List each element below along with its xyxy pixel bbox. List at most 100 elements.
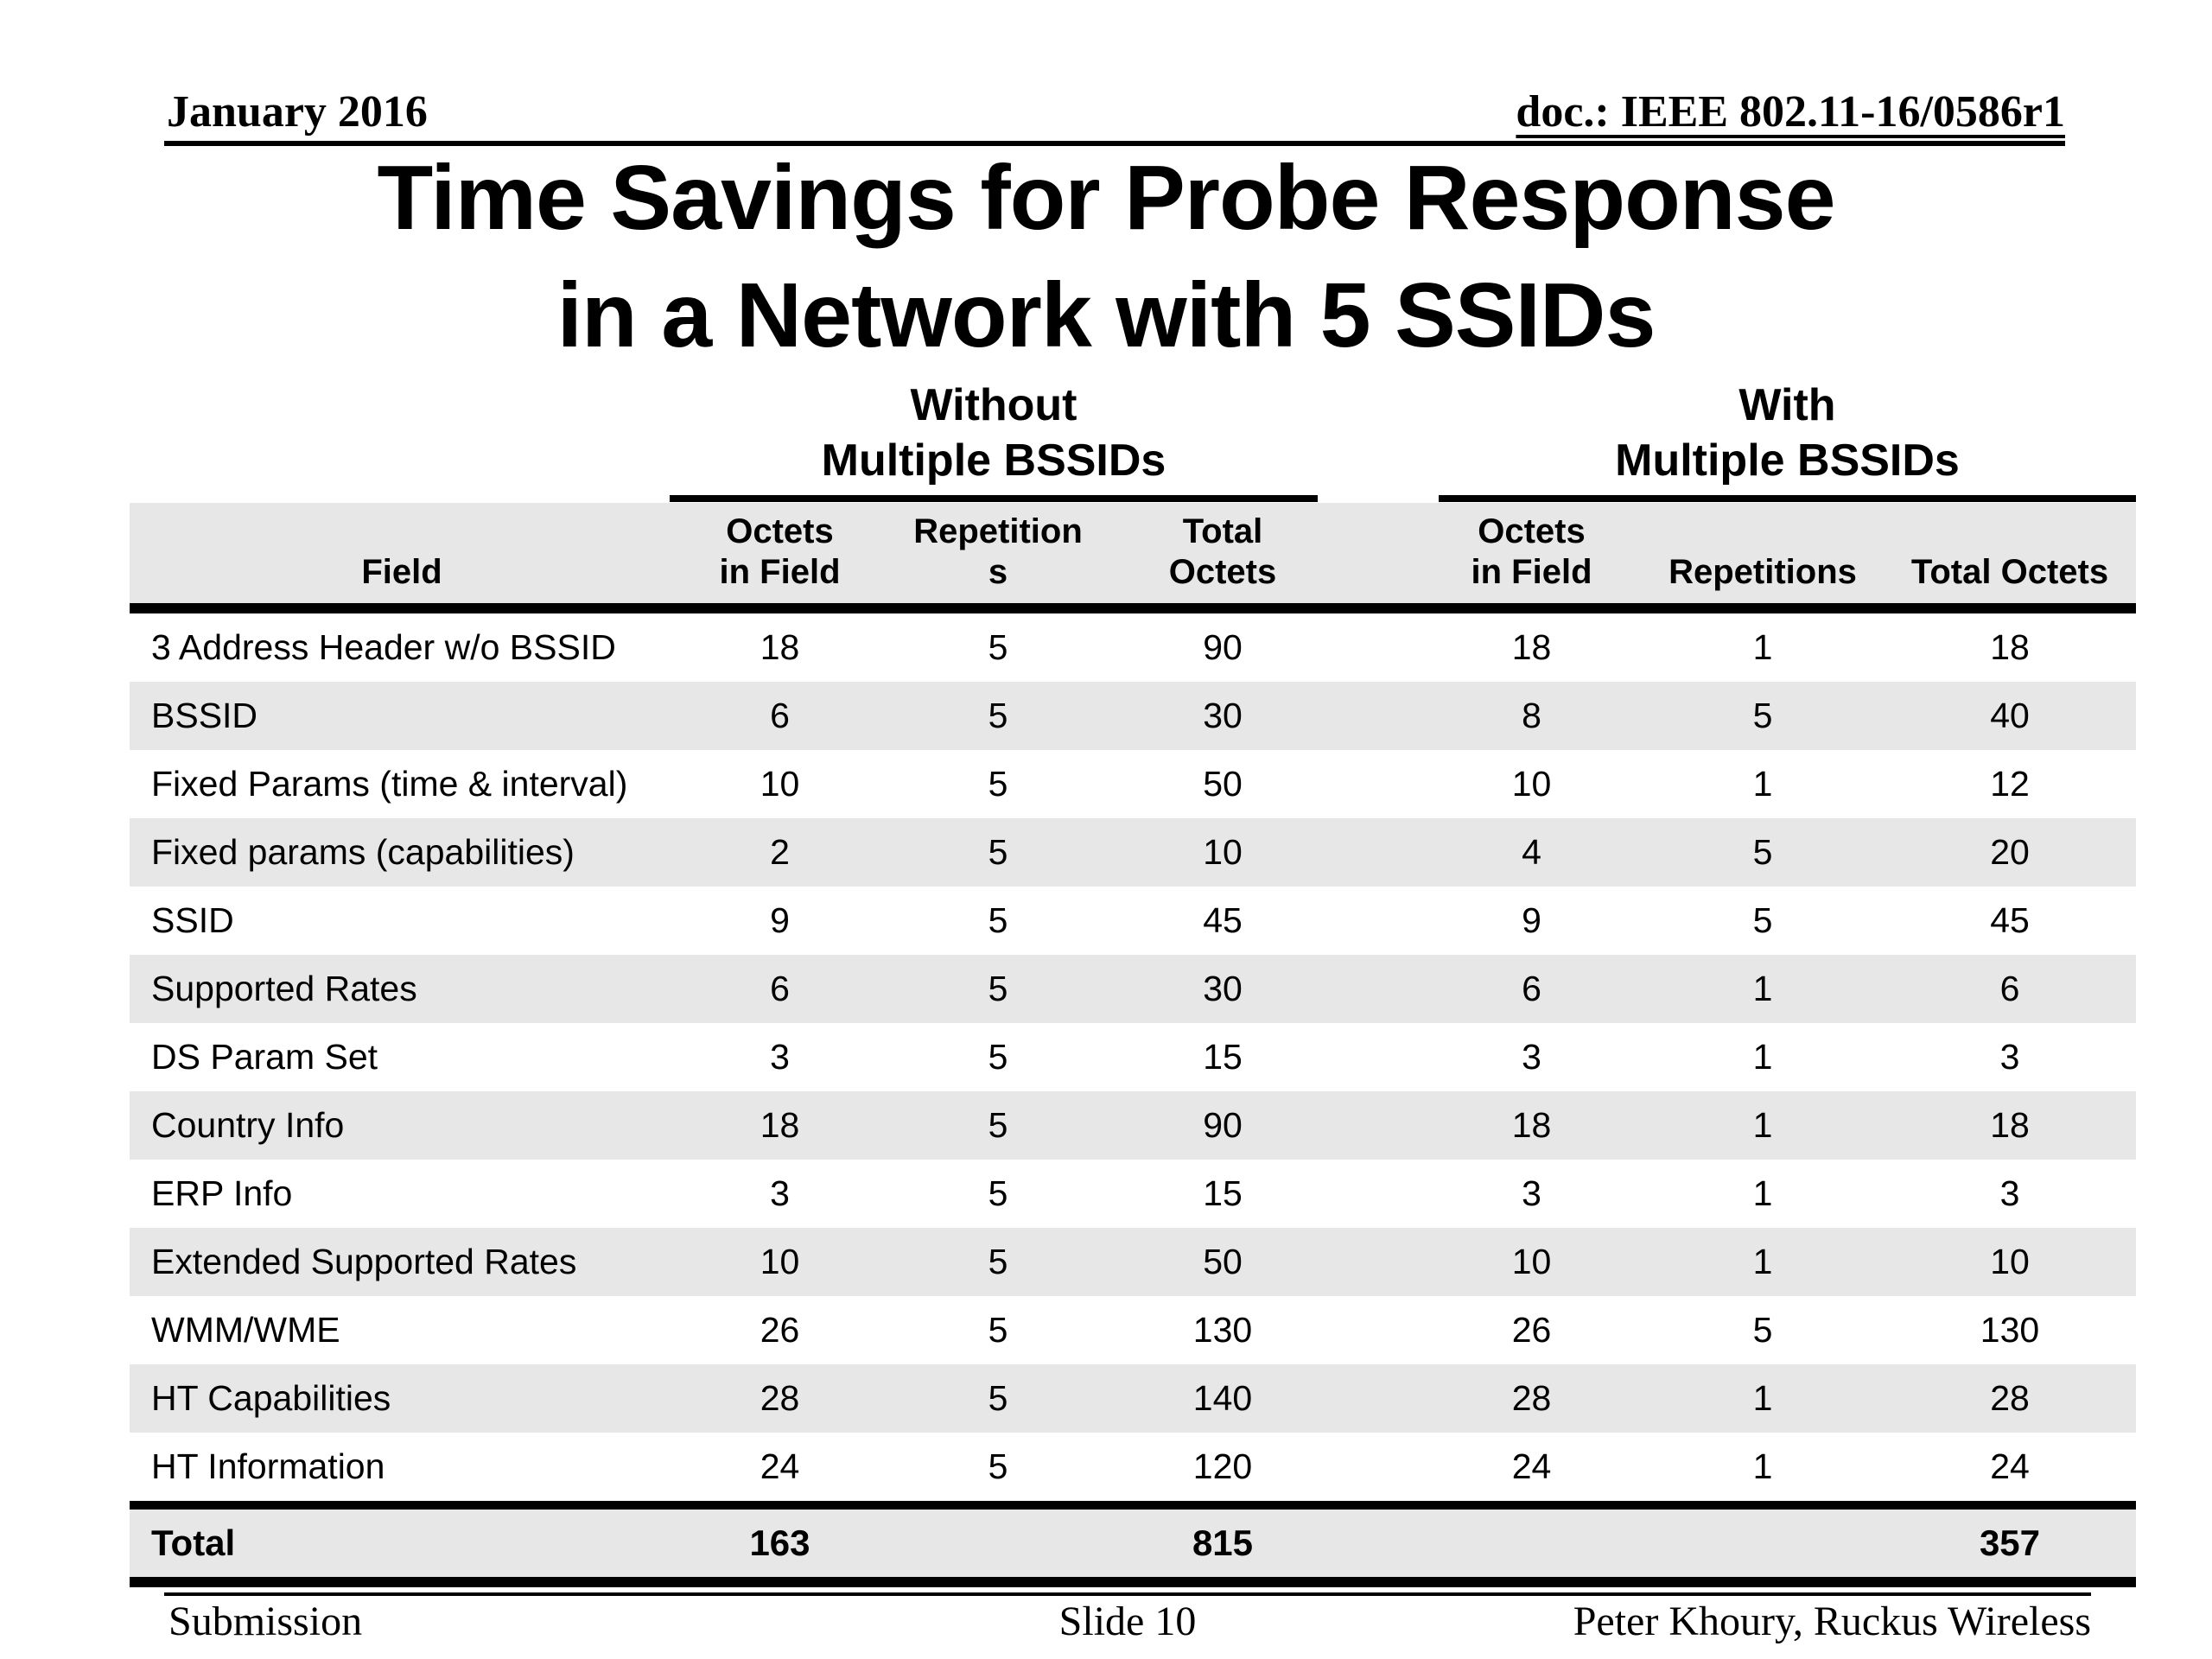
table-row: HT Information 24 5 120 24 1 24 bbox=[130, 1433, 2136, 1501]
with-total-cell: 3 bbox=[1999, 1037, 2020, 1077]
with-octets-cell: 3 bbox=[1522, 1173, 1541, 1213]
column-header-with-octets: Octets in Field bbox=[1471, 512, 1592, 591]
without-total-cell: 130 bbox=[1192, 1310, 1253, 1350]
footer-submission: Submission bbox=[168, 1599, 363, 1644]
group-header-without: Without Multiple BSSIDs bbox=[670, 378, 1318, 488]
with-octets-cell: 18 bbox=[1511, 627, 1552, 667]
table-row: HT Capabilities 28 5 140 28 1 28 bbox=[130, 1364, 2136, 1433]
with-octets-cell: 24 bbox=[1511, 1446, 1552, 1486]
column-header-without-repetitions: Repetition s bbox=[913, 512, 1083, 591]
without-repetitions-cell: 5 bbox=[988, 1105, 1008, 1145]
field-cell: Extended Supported Rates bbox=[151, 1242, 577, 1281]
without-octets-cell: 3 bbox=[770, 1037, 790, 1077]
column-gap bbox=[1335, 1228, 1421, 1296]
total-with-repetitions-cell bbox=[1642, 1510, 1884, 1577]
without-repetitions-cell: 5 bbox=[988, 832, 1008, 872]
with-total-cell: 12 bbox=[1990, 764, 2030, 804]
column-gap bbox=[1335, 1023, 1421, 1091]
with-repetitions-cell: 1 bbox=[1752, 1037, 1773, 1077]
field-cell: HT Information bbox=[151, 1446, 385, 1486]
column-gap bbox=[1335, 1364, 1421, 1433]
without-repetitions-cell: 5 bbox=[988, 627, 1008, 667]
column-gap bbox=[1335, 1510, 1421, 1577]
footer: Submission Slide 10 Peter Khoury, Ruckus… bbox=[164, 1598, 2091, 1649]
without-total-cell: 45 bbox=[1203, 900, 1243, 940]
column-gap bbox=[1335, 682, 1421, 750]
table-header-row: Field Octets in Field Repetition s Total… bbox=[130, 503, 2136, 613]
column-header-with-repetitions: Repetitions bbox=[1669, 553, 1857, 591]
with-repetitions-cell: 1 bbox=[1752, 1105, 1773, 1145]
without-octets-cell: 28 bbox=[760, 1378, 800, 1418]
with-total-cell: 130 bbox=[1980, 1310, 2040, 1350]
with-total-cell: 3 bbox=[1999, 1173, 2020, 1213]
without-total-cell: 15 bbox=[1203, 1173, 1243, 1213]
without-repetitions-cell: 5 bbox=[988, 1446, 1008, 1486]
with-repetitions-cell: 5 bbox=[1752, 832, 1773, 872]
without-octets-cell: 10 bbox=[760, 1242, 800, 1281]
column-header-field: Field bbox=[361, 553, 442, 591]
field-cell: Fixed params (capabilities) bbox=[151, 832, 575, 872]
without-repetitions-cell: 5 bbox=[988, 1037, 1008, 1077]
total-without-octets-cell: 163 bbox=[749, 1522, 810, 1563]
with-repetitions-cell: 1 bbox=[1752, 1242, 1773, 1281]
with-repetitions-cell: 1 bbox=[1752, 1173, 1773, 1213]
column-header-with-total: Total Octets bbox=[1910, 553, 2109, 591]
total-label-cell: Total bbox=[151, 1522, 236, 1563]
column-gap bbox=[1335, 955, 1421, 1023]
group-with-line1: With bbox=[1738, 380, 1836, 430]
without-total-cell: 90 bbox=[1203, 627, 1243, 667]
field-cell: BSSID bbox=[151, 696, 258, 735]
table-row: Country Info 18 5 90 18 1 18 bbox=[130, 1091, 2136, 1160]
without-total-cell: 10 bbox=[1203, 832, 1243, 872]
without-octets-cell: 24 bbox=[760, 1446, 800, 1486]
without-octets-cell: 6 bbox=[770, 696, 790, 735]
with-total-cell: 45 bbox=[1990, 900, 2030, 940]
with-octets-cell: 8 bbox=[1522, 696, 1541, 735]
table-row: WMM/WME 26 5 130 26 5 130 bbox=[130, 1296, 2136, 1364]
with-octets-cell: 10 bbox=[1511, 764, 1552, 804]
total-without-repetitions-cell bbox=[886, 1510, 1110, 1577]
without-octets-cell: 18 bbox=[760, 627, 800, 667]
field-cell: ERP Info bbox=[151, 1173, 293, 1213]
without-repetitions-cell: 5 bbox=[988, 1173, 1008, 1213]
slide-title-line2: in a Network with 5 SSIDs bbox=[556, 264, 1656, 366]
with-octets-cell: 3 bbox=[1522, 1037, 1541, 1077]
field-cell: Fixed Params (time & interval) bbox=[151, 764, 628, 804]
without-total-cell: 15 bbox=[1203, 1037, 1243, 1077]
without-total-cell: 30 bbox=[1203, 969, 1243, 1008]
header-date: January 2016 bbox=[167, 87, 428, 137]
without-octets-cell: 26 bbox=[760, 1310, 800, 1350]
without-repetitions-cell: 5 bbox=[988, 764, 1008, 804]
column-gap bbox=[1335, 750, 1421, 818]
field-cell: HT Capabilities bbox=[151, 1378, 391, 1418]
group-underline-with bbox=[1439, 495, 2136, 502]
column-gap bbox=[1335, 1091, 1421, 1160]
field-cell: SSID bbox=[151, 900, 234, 940]
without-total-cell: 50 bbox=[1203, 764, 1243, 804]
column-gap bbox=[1335, 887, 1421, 955]
header-doc-number: doc.: IEEE 802.11-16/0586r1 bbox=[1516, 87, 2065, 137]
total-without-total-cell: 815 bbox=[1192, 1522, 1254, 1563]
field-cell: DS Param Set bbox=[151, 1037, 378, 1077]
group-without-line1: Without bbox=[910, 380, 1077, 430]
column-gap bbox=[1335, 1160, 1421, 1228]
footer-author: Peter Khoury, Ruckus Wireless bbox=[1573, 1599, 2091, 1644]
with-octets-cell: 10 bbox=[1511, 1242, 1552, 1281]
field-cell: 3 Address Header w/o BSSID bbox=[151, 627, 616, 667]
field-cell: Country Info bbox=[151, 1105, 345, 1145]
field-cell: Supported Rates bbox=[151, 969, 417, 1008]
with-total-cell: 18 bbox=[1990, 1105, 2030, 1145]
with-octets-cell: 9 bbox=[1522, 900, 1541, 940]
without-total-cell: 120 bbox=[1192, 1446, 1253, 1486]
column-gap bbox=[1335, 818, 1421, 887]
data-table: Field Octets in Field Repetition s Total… bbox=[130, 503, 2136, 1587]
without-total-cell: 140 bbox=[1192, 1378, 1253, 1418]
footer-rule bbox=[164, 1592, 2091, 1596]
group-with-line2: Multiple BSSIDs bbox=[1615, 435, 1960, 486]
with-repetitions-cell: 5 bbox=[1752, 1310, 1773, 1350]
total-with-total-cell: 357 bbox=[1979, 1522, 2041, 1563]
with-repetitions-cell: 1 bbox=[1752, 1378, 1773, 1418]
without-octets-cell: 10 bbox=[760, 764, 800, 804]
total-with-octets-cell bbox=[1421, 1510, 1642, 1577]
with-repetitions-cell: 1 bbox=[1752, 1446, 1773, 1486]
